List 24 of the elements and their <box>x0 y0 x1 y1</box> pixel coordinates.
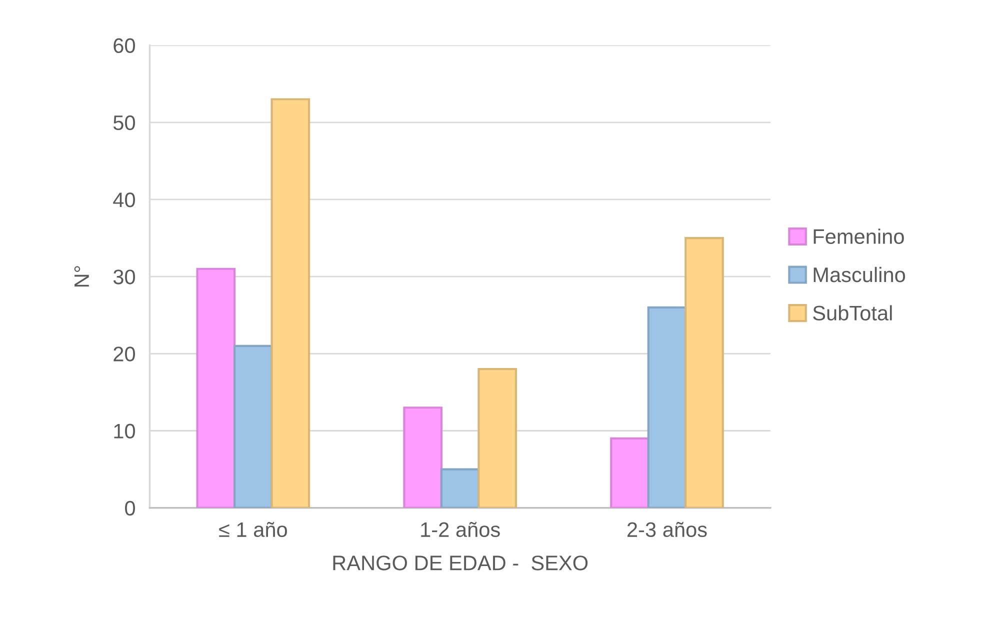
y-tick-label: 30 <box>113 270 135 284</box>
x-tick-label: 1-2 años <box>421 522 500 538</box>
y-tick-label: 50 <box>113 115 135 130</box>
x-axis-title: RANGO DE EDAD - SEXO <box>333 556 588 570</box>
legend-label: Femenino <box>814 228 904 244</box>
bar <box>403 406 442 508</box>
x-tick-label: 2-3 años <box>628 522 707 538</box>
bar <box>196 268 236 508</box>
y-tick-label: 0 <box>125 500 135 516</box>
y-tick-label: 60 <box>114 38 135 54</box>
bar <box>647 306 687 508</box>
bar <box>684 236 724 508</box>
legend-label: SubTotal <box>813 305 892 320</box>
y-tick-label: 10 <box>114 424 135 439</box>
legend-label: Masculino <box>814 266 906 282</box>
bar <box>233 344 273 508</box>
bar <box>440 468 480 508</box>
y-tick-label: 20 <box>114 346 135 362</box>
bar <box>478 368 517 508</box>
bar <box>610 437 650 508</box>
y-tick-label: 40 <box>113 192 135 208</box>
bar <box>270 98 310 508</box>
x-tick-label: ≤ 1 año <box>219 522 287 538</box>
y-axis-title: N° <box>74 266 89 287</box>
